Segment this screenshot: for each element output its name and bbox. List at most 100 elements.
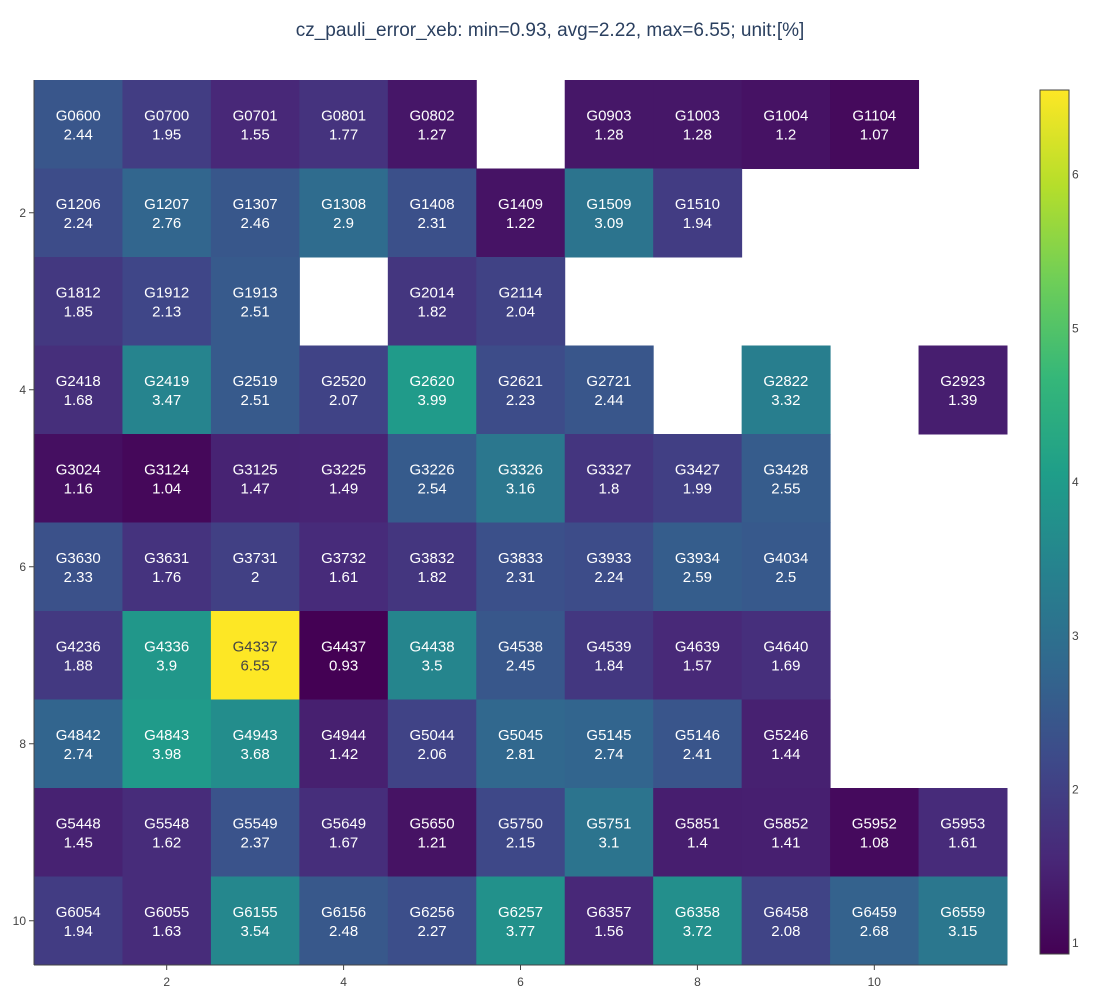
heatmap-cell-G6054 bbox=[34, 876, 123, 966]
cell-value-G2923: 1.39 bbox=[948, 392, 977, 409]
cell-label-G4538: G4538 bbox=[498, 638, 543, 655]
cell-label-G4034: G4034 bbox=[763, 550, 808, 567]
cell-value-G0600: 2.44 bbox=[64, 126, 93, 143]
heatmap-cell-G6358 bbox=[653, 876, 743, 966]
heatmap-cell-G2621 bbox=[476, 345, 566, 435]
heatmap-cell-G6559 bbox=[918, 876, 1008, 966]
cell-label-G5952: G5952 bbox=[852, 815, 897, 832]
colorbar-tick-label: 4 bbox=[1072, 475, 1079, 489]
heatmap-cell-G2822 bbox=[741, 345, 831, 435]
cell-value-G3125: 1.47 bbox=[241, 480, 270, 497]
cell-label-G3934: G3934 bbox=[675, 550, 720, 567]
heatmap-cell-G3630 bbox=[34, 522, 123, 612]
cell-value-G5246: 1.44 bbox=[771, 746, 800, 763]
cell-label-G4843: G4843 bbox=[144, 727, 189, 744]
cell-value-G5044: 2.06 bbox=[417, 746, 446, 763]
cell-label-G3630: G3630 bbox=[56, 550, 101, 567]
cell-value-G1207: 2.76 bbox=[152, 215, 181, 232]
cell-label-G5448: G5448 bbox=[56, 815, 101, 832]
cell-value-G1509: 3.09 bbox=[594, 215, 623, 232]
cell-value-G2014: 1.82 bbox=[417, 303, 446, 320]
chart-title: cz_pauli_error_xeb: min=0.93, avg=2.22, … bbox=[295, 20, 805, 41]
cell-label-G3327: G3327 bbox=[586, 461, 631, 478]
heatmap-cell-G5650 bbox=[387, 788, 477, 877]
cell-label-G3833: G3833 bbox=[498, 550, 543, 567]
colorbar-gradient bbox=[1039, 89, 1070, 955]
heatmap-cell-G4539 bbox=[564, 611, 654, 700]
heatmap-axes: 2 4 6 8 10 2 4 6 8 10 bbox=[13, 80, 1007, 989]
heatmap-cell-G3731 bbox=[210, 522, 300, 612]
cell-label-G2519: G2519 bbox=[233, 373, 278, 390]
heatmap-cell-G6458 bbox=[741, 876, 831, 966]
cell-label-G0801: G0801 bbox=[321, 107, 366, 124]
cell-label-G1003: G1003 bbox=[675, 107, 720, 124]
cell-value-G4944: 1.42 bbox=[329, 746, 358, 763]
x-tick-label: 2 bbox=[163, 975, 170, 989]
cell-value-G2418: 1.68 bbox=[64, 392, 93, 409]
cell-value-G0801: 1.77 bbox=[329, 126, 358, 143]
y-tick-label: 10 bbox=[13, 914, 27, 928]
heatmap-cell-G5649 bbox=[299, 788, 389, 877]
cell-value-G1104: 1.07 bbox=[860, 126, 889, 143]
heatmap-cell-G6156 bbox=[299, 876, 389, 966]
cell-value-G1307: 2.46 bbox=[241, 215, 270, 232]
cell-label-G2621: G2621 bbox=[498, 373, 543, 390]
cell-value-G5548: 1.62 bbox=[152, 834, 181, 851]
heatmap-cell-G4034 bbox=[741, 522, 831, 612]
heatmap-cell-G5549 bbox=[210, 788, 300, 877]
heatmap-cell-G4336 bbox=[122, 611, 212, 700]
cell-value-G5953: 1.61 bbox=[948, 834, 977, 851]
cell-value-G5650: 1.21 bbox=[417, 834, 446, 851]
x-tick-label: 8 bbox=[694, 975, 701, 989]
cell-label-G6054: G6054 bbox=[56, 904, 101, 921]
cell-label-G5650: G5650 bbox=[410, 815, 455, 832]
heatmap-cell-G5952 bbox=[830, 788, 920, 877]
heatmap-cell-G3327 bbox=[564, 434, 654, 523]
cell-label-G6357: G6357 bbox=[586, 904, 631, 921]
y-tick-label: 2 bbox=[19, 206, 26, 220]
colorbar: 1 2 3 4 5 6 bbox=[1039, 89, 1079, 955]
cell-value-G5852: 1.41 bbox=[771, 834, 800, 851]
cell-value-G1408: 2.31 bbox=[417, 215, 446, 232]
cell-value-G5851: 1.4 bbox=[687, 834, 708, 851]
cell-label-G5751: G5751 bbox=[586, 815, 631, 832]
cell-label-G5044: G5044 bbox=[410, 727, 455, 744]
colorbar-tick-label: 2 bbox=[1072, 783, 1079, 797]
cell-label-G6458: G6458 bbox=[763, 904, 808, 921]
heatmap-cell-G3326 bbox=[476, 434, 566, 523]
cell-value-G0903: 1.28 bbox=[594, 126, 623, 143]
cell-value-G3225: 1.49 bbox=[329, 480, 358, 497]
heatmap-cell-G3934 bbox=[653, 522, 743, 612]
cell-label-G4943: G4943 bbox=[233, 727, 278, 744]
heatmap-cell-G2419 bbox=[122, 345, 212, 435]
cell-value-G2721: 2.44 bbox=[594, 392, 623, 409]
heatmap-cell-G6459 bbox=[830, 876, 920, 966]
cell-label-G2014: G2014 bbox=[410, 284, 455, 301]
heatmap-cell-G3225 bbox=[299, 434, 389, 523]
cell-value-G1812: 1.85 bbox=[64, 303, 93, 320]
heatmap-cell-G3428 bbox=[741, 434, 831, 523]
heatmap-cell-G0903 bbox=[564, 80, 654, 169]
cell-value-G5146: 2.41 bbox=[683, 746, 712, 763]
colorbar-tick-label: 3 bbox=[1072, 629, 1079, 643]
cell-value-G4438: 3.5 bbox=[422, 657, 443, 674]
heatmap-cell-G5044 bbox=[387, 699, 477, 789]
cell-label-G3225: G3225 bbox=[321, 461, 366, 478]
heatmap-cell-G1206 bbox=[34, 168, 123, 258]
heatmap-cell-G0700 bbox=[122, 80, 212, 169]
cell-label-G4337: G4337 bbox=[233, 638, 278, 655]
cell-value-G6257: 3.77 bbox=[506, 923, 535, 940]
cell-label-G3326: G3326 bbox=[498, 461, 543, 478]
heatmap-cell-G6256 bbox=[387, 876, 477, 966]
heatmap-cell-G2721 bbox=[564, 345, 654, 435]
heatmap-cell-G3226 bbox=[387, 434, 477, 523]
heatmap-cell-G5852 bbox=[741, 788, 831, 877]
cell-label-G2418: G2418 bbox=[56, 373, 101, 390]
cell-label-G3427: G3427 bbox=[675, 461, 720, 478]
heatmap-cell-G5448 bbox=[34, 788, 123, 877]
heatmap-cell-G1207 bbox=[122, 168, 212, 258]
cell-value-G3631: 1.76 bbox=[152, 569, 181, 586]
cell-label-G6358: G6358 bbox=[675, 904, 720, 921]
heatmap-cell-G2519 bbox=[210, 345, 300, 435]
cell-value-G0700: 1.95 bbox=[152, 126, 181, 143]
